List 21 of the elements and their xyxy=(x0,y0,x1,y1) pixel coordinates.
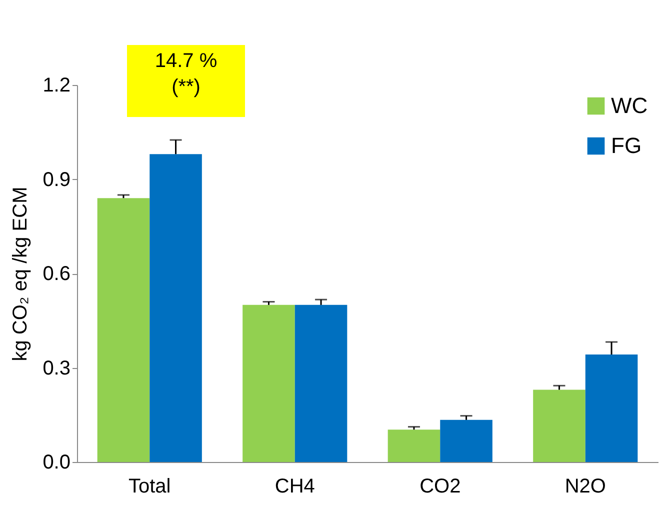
x-tick-label: CO2 xyxy=(420,476,461,498)
bar xyxy=(585,354,638,462)
legend-label: FG xyxy=(611,133,642,158)
y-tick-label: 0.9 xyxy=(42,168,70,191)
y-axis-title: kg CO₂ eq /kg ECM xyxy=(10,186,32,362)
x-tick-label: Total xyxy=(128,476,171,498)
bar xyxy=(294,304,348,462)
bar xyxy=(242,304,295,462)
y-tick-label: 0.0 xyxy=(42,452,70,474)
y-tick-label: 1.2 xyxy=(42,74,70,96)
legend-label: WC xyxy=(611,93,648,118)
bar xyxy=(97,198,150,462)
x-tick-label: N2O xyxy=(564,476,606,498)
bar xyxy=(440,420,492,462)
bar xyxy=(388,430,440,462)
x-tick-label: CH4 xyxy=(274,476,315,498)
bar xyxy=(533,390,586,462)
y-tick-label: 0.3 xyxy=(42,357,70,380)
bar xyxy=(150,154,202,462)
annotation: 14.7 % (**) xyxy=(154,50,218,98)
y-tick-label: 0.6 xyxy=(42,263,70,285)
